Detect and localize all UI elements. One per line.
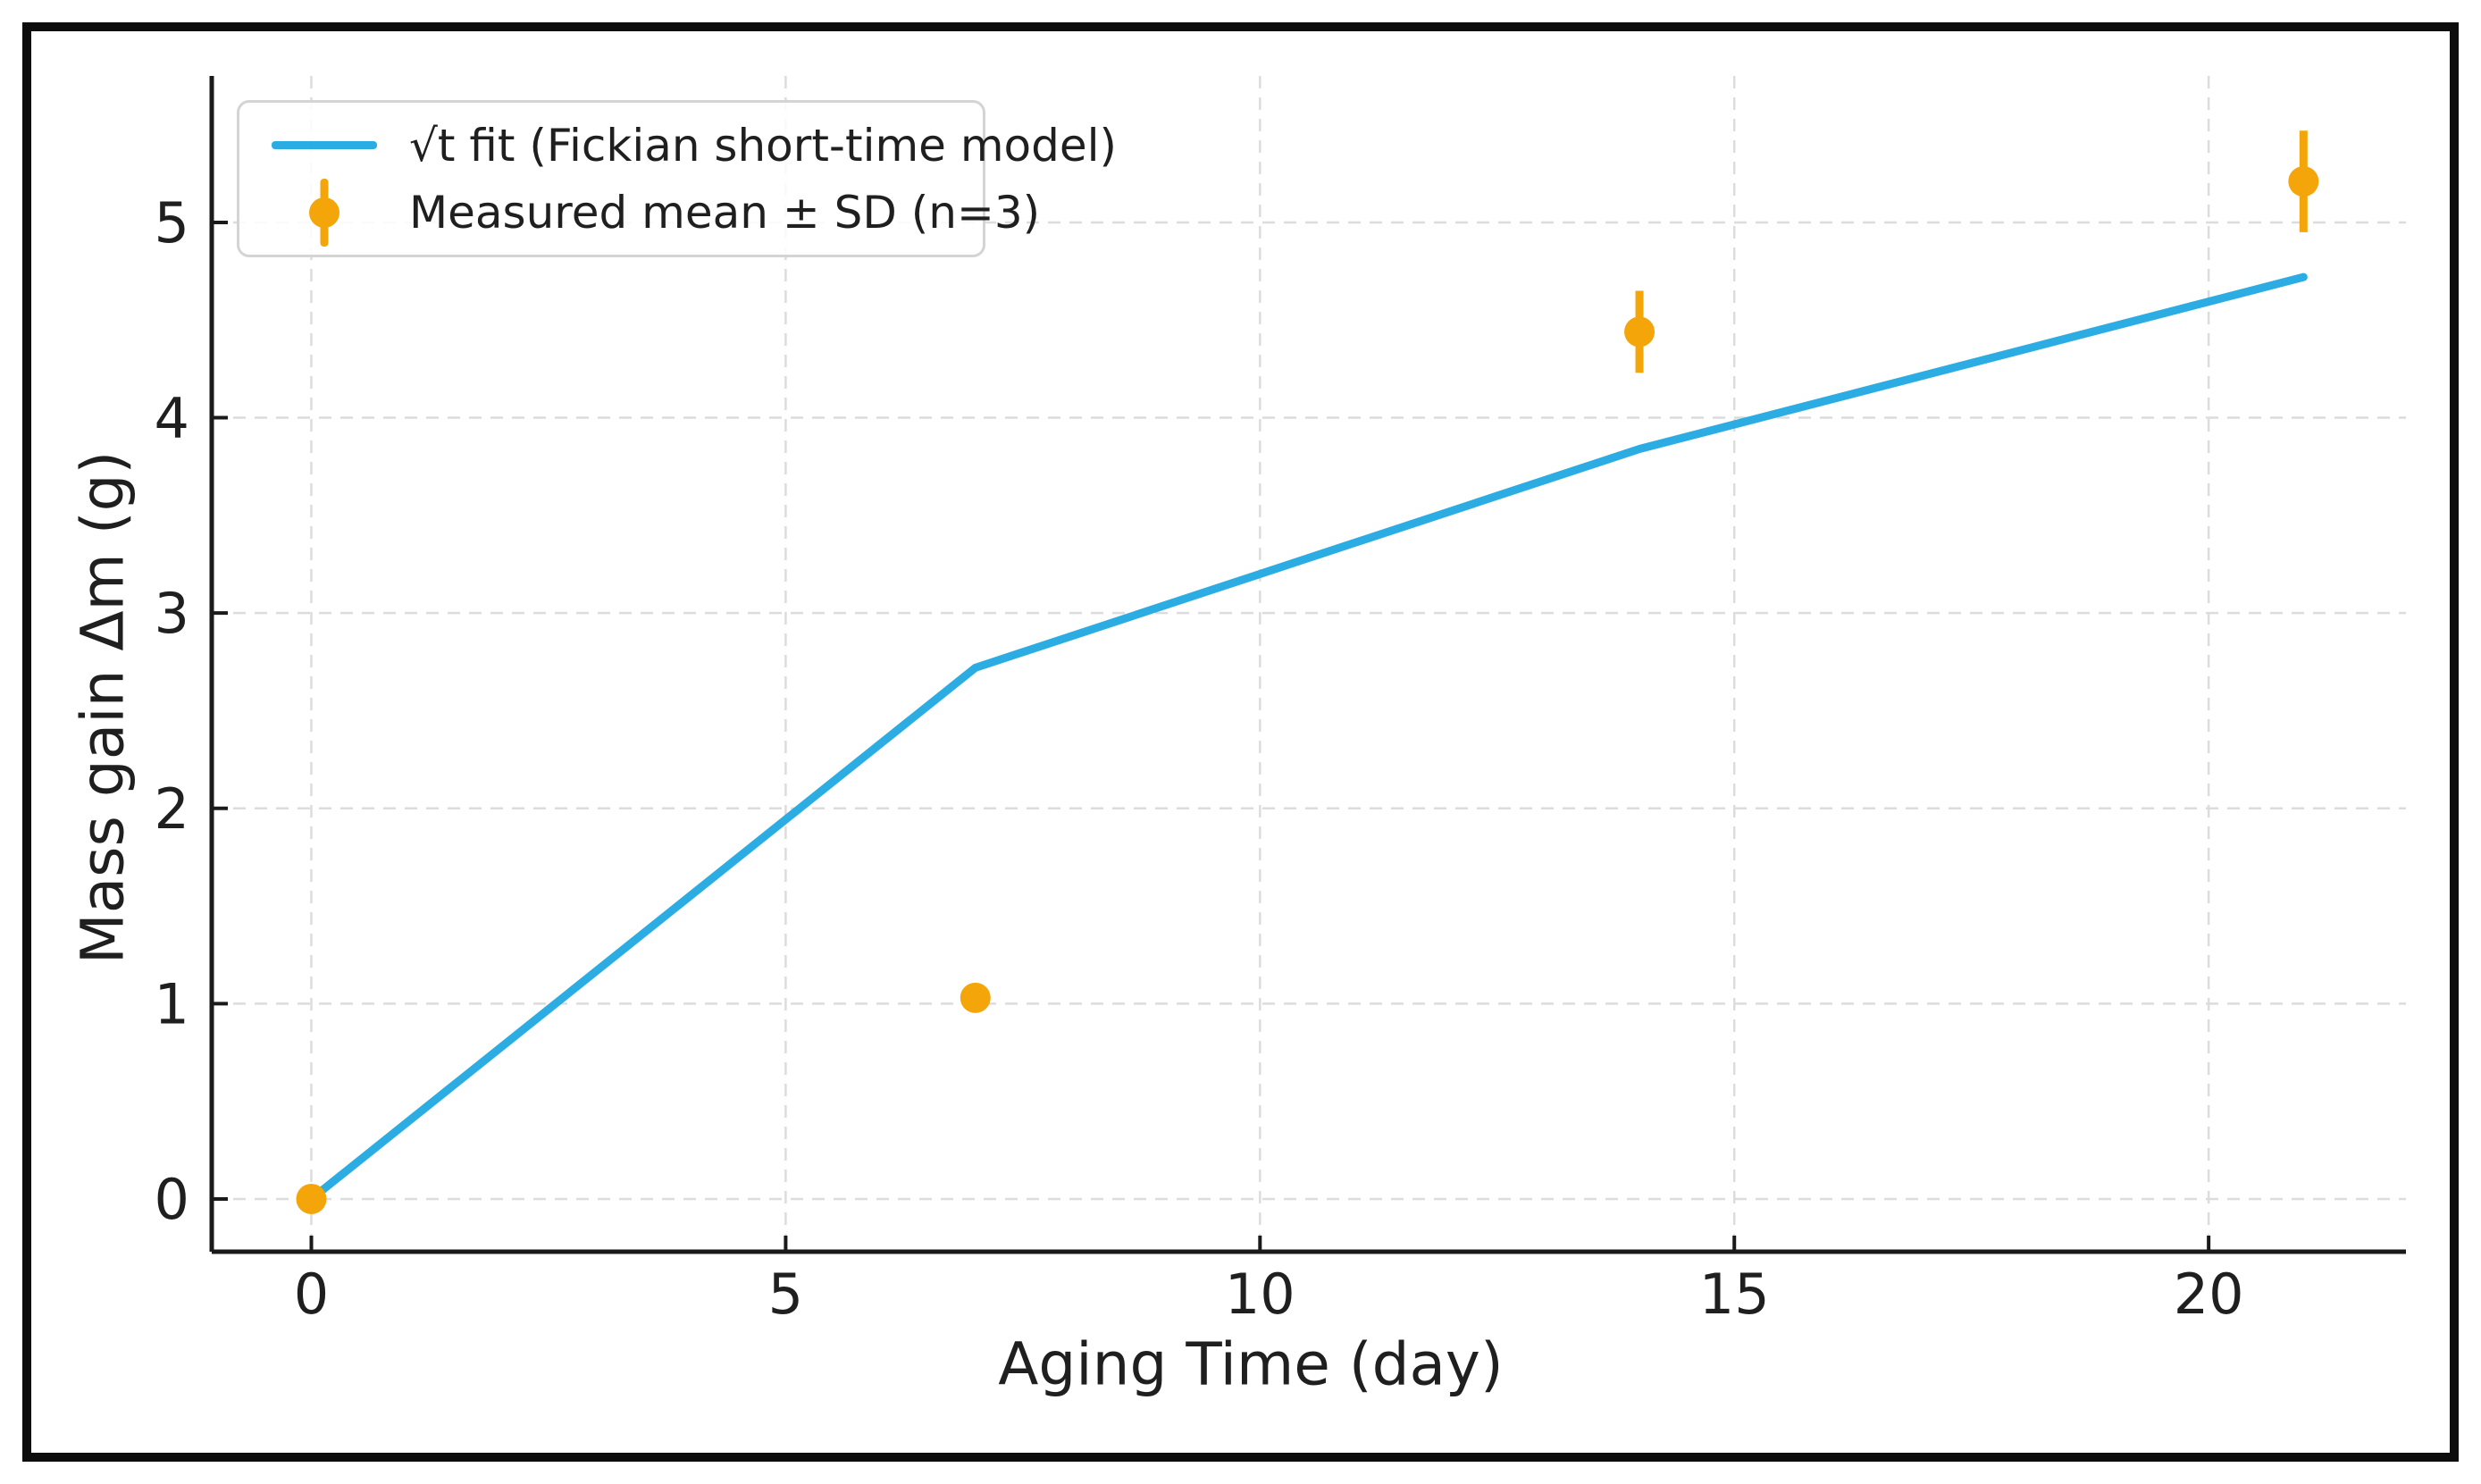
data-point bbox=[960, 982, 991, 1013]
data-point bbox=[2288, 166, 2319, 197]
legend: √t fit (Fickian short-time model) Measur… bbox=[237, 100, 1117, 257]
y-tick-label: 2 bbox=[155, 776, 189, 842]
legend-label-measured: Measured mean ± SD (n=3) bbox=[409, 186, 1041, 239]
legend-swatch-area bbox=[239, 178, 409, 247]
y-tick-label: 4 bbox=[155, 386, 189, 451]
fit-line bbox=[306, 272, 2308, 1203]
figure-frame bbox=[22, 22, 2459, 1462]
x-gridlines bbox=[310, 76, 2210, 1252]
legend-swatch-area bbox=[239, 141, 409, 149]
x-tick-label: 10 bbox=[1225, 1262, 1295, 1327]
y-tick-label: 1 bbox=[155, 971, 189, 1036]
x-tick-label: 20 bbox=[2174, 1262, 2244, 1327]
legend-item-measured: Measured mean ± SD (n=3) bbox=[239, 178, 1040, 247]
x-tick-label: 5 bbox=[768, 1262, 803, 1327]
x-tick-label: 0 bbox=[294, 1262, 329, 1327]
legend-label-fit-line: √t fit (Fickian short-time model) bbox=[409, 119, 1118, 172]
data-point bbox=[296, 1183, 327, 1214]
y-ticks: 0 1 2 3 4 5 bbox=[155, 190, 228, 1232]
y-gridlines bbox=[212, 221, 2406, 1201]
data-point bbox=[1624, 316, 1655, 348]
legend-item-fit-line: √t fit (Fickian short-time model) bbox=[239, 114, 1117, 177]
x-ticks: 0 5 10 15 20 bbox=[294, 1236, 2244, 1327]
y-tick-label: 0 bbox=[155, 1167, 189, 1232]
measured-scatter-series bbox=[296, 130, 2319, 1214]
errorbar-marker-swatch-icon bbox=[309, 178, 339, 247]
x-tick-label: 15 bbox=[1699, 1262, 1770, 1327]
fit-line-swatch-icon bbox=[272, 141, 377, 149]
y-axis-label: Mass gain Δm (g) bbox=[68, 450, 138, 965]
marker-dot-glyph bbox=[309, 197, 339, 228]
x-axis-label: Aging Time (day) bbox=[998, 1329, 1504, 1399]
y-tick-label: 5 bbox=[155, 190, 189, 256]
y-tick-label: 3 bbox=[155, 581, 189, 646]
